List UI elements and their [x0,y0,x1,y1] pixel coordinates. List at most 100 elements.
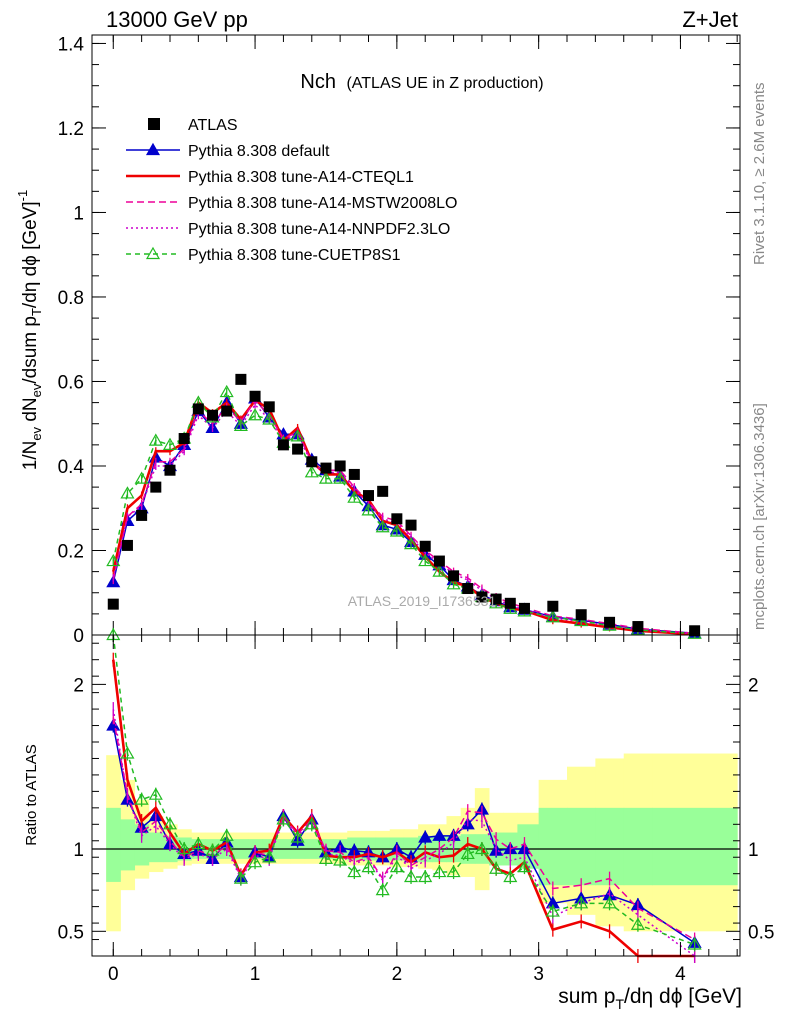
uncertainty-band-inner [134,824,150,866]
legend-label: ATLAS [188,117,238,134]
series-point [418,869,433,883]
plot-title-sub: (ATLAS UE in Z production) [346,75,543,92]
series-point [446,864,461,878]
series-point [120,746,135,759]
data-point [377,485,389,497]
legend-marker [145,246,161,260]
series-point [418,830,433,843]
data-point [604,616,616,628]
legend-label: Pythia 8.308 default [188,143,330,160]
data-point [263,401,275,413]
series-point [389,859,404,873]
series-point [545,904,560,917]
series-point [574,896,589,909]
x-tick-label: 4 [675,964,686,985]
data-point [504,597,516,609]
series-point [474,841,489,855]
series-point [687,937,702,950]
analysis-id: ATLAS_2019_I1736531 [348,593,497,609]
data-point [362,490,374,502]
series-point [517,859,532,873]
process-label: Z+Jet [682,7,738,32]
series-point [191,836,206,850]
series-point [389,524,404,537]
legend: ATLAS Pythia 8.308 default Pythia 8.308 tu… [126,117,457,264]
legend-label: Pythia 8.308 tune-A14-NNPDF2.3LO [188,221,450,238]
data-point [689,625,701,637]
legend-label: Pythia 8.308 tune-A14-CTEQL1 [188,169,414,186]
series-point [162,817,178,830]
data-point [348,468,360,480]
series-point [347,864,362,878]
data-point [547,600,559,612]
y-tick-label: 0 [73,626,84,647]
data-point [249,390,261,402]
series-point [318,851,333,864]
series-point [432,864,447,878]
uncertainty-band-inner [652,807,738,886]
series-point [134,792,149,805]
series-point [248,408,263,421]
series-point [630,917,645,930]
series-point [432,828,447,841]
series-point [276,812,291,825]
y-tick-label: 0.5 [58,922,84,943]
y-tick-label: 1.4 [58,34,85,55]
ratio-series-line-2 [112,717,695,941]
y-tick-label: 1.2 [58,119,84,140]
series-point [262,412,277,425]
y-tick-label-right: 1 [748,840,759,861]
y-tick-label: 0.4 [58,457,85,478]
series-point [290,830,305,843]
series-point [602,896,617,909]
series-point [333,471,348,484]
series-point [148,787,163,800]
series-point [219,828,234,841]
plot-title-main: Nch [300,71,336,93]
series-point [545,610,560,623]
main-y-label: 1/Nev dNev/dsum pT/dη dϕ [GeV]-1 [15,190,44,471]
data-point [433,555,445,567]
series-point [446,577,461,590]
series-point [290,429,305,442]
data-point [221,405,233,417]
data-point [448,570,460,582]
series-point [375,882,390,896]
plot-title: Nch (ATLAS UE in Z production) [300,71,543,93]
data-point [490,593,502,605]
series-point [120,486,135,499]
legend-marker [145,142,161,156]
main-plot: 0 0.2 0.4 0.6 0.8 1 1.2 1.4 Nch (ATLAS UE in Z … [15,34,741,647]
series-point [404,536,419,550]
series-point [177,841,192,855]
data-point [121,539,133,551]
data-point [462,583,474,595]
y-tick-label: 0.2 [58,541,84,562]
data-point [320,462,332,474]
legend-marker [148,118,160,130]
series-point [361,859,376,873]
y-tick-label-right: 0.5 [748,922,774,943]
data-point [405,519,417,531]
data-point [306,456,318,468]
series-point [205,843,220,856]
series-point [404,869,419,883]
data-point [476,591,488,603]
side-label-mcplots: mcplots.cern.ch [arXiv:1306.3436] [751,403,768,630]
legend-label: Pythia 8.308 tune-A14-MSTW2008LO [188,195,457,212]
series-point [106,553,121,567]
y-tick-label: 1 [73,203,84,224]
series-point [574,613,589,627]
data-point [632,621,644,633]
uncertainty-band-inner [567,807,596,886]
series-point [219,384,234,398]
data-point [575,609,587,621]
ratio-frame [91,634,741,957]
y-tick-label: 2 [73,675,84,696]
y-tick-label: 1 [73,840,84,861]
series-point [304,817,319,830]
data-point [192,403,204,415]
legend-label: Pythia 8.308 tune-CUETP8S1 [188,247,401,264]
y-tick-label: 0.8 [58,288,84,309]
